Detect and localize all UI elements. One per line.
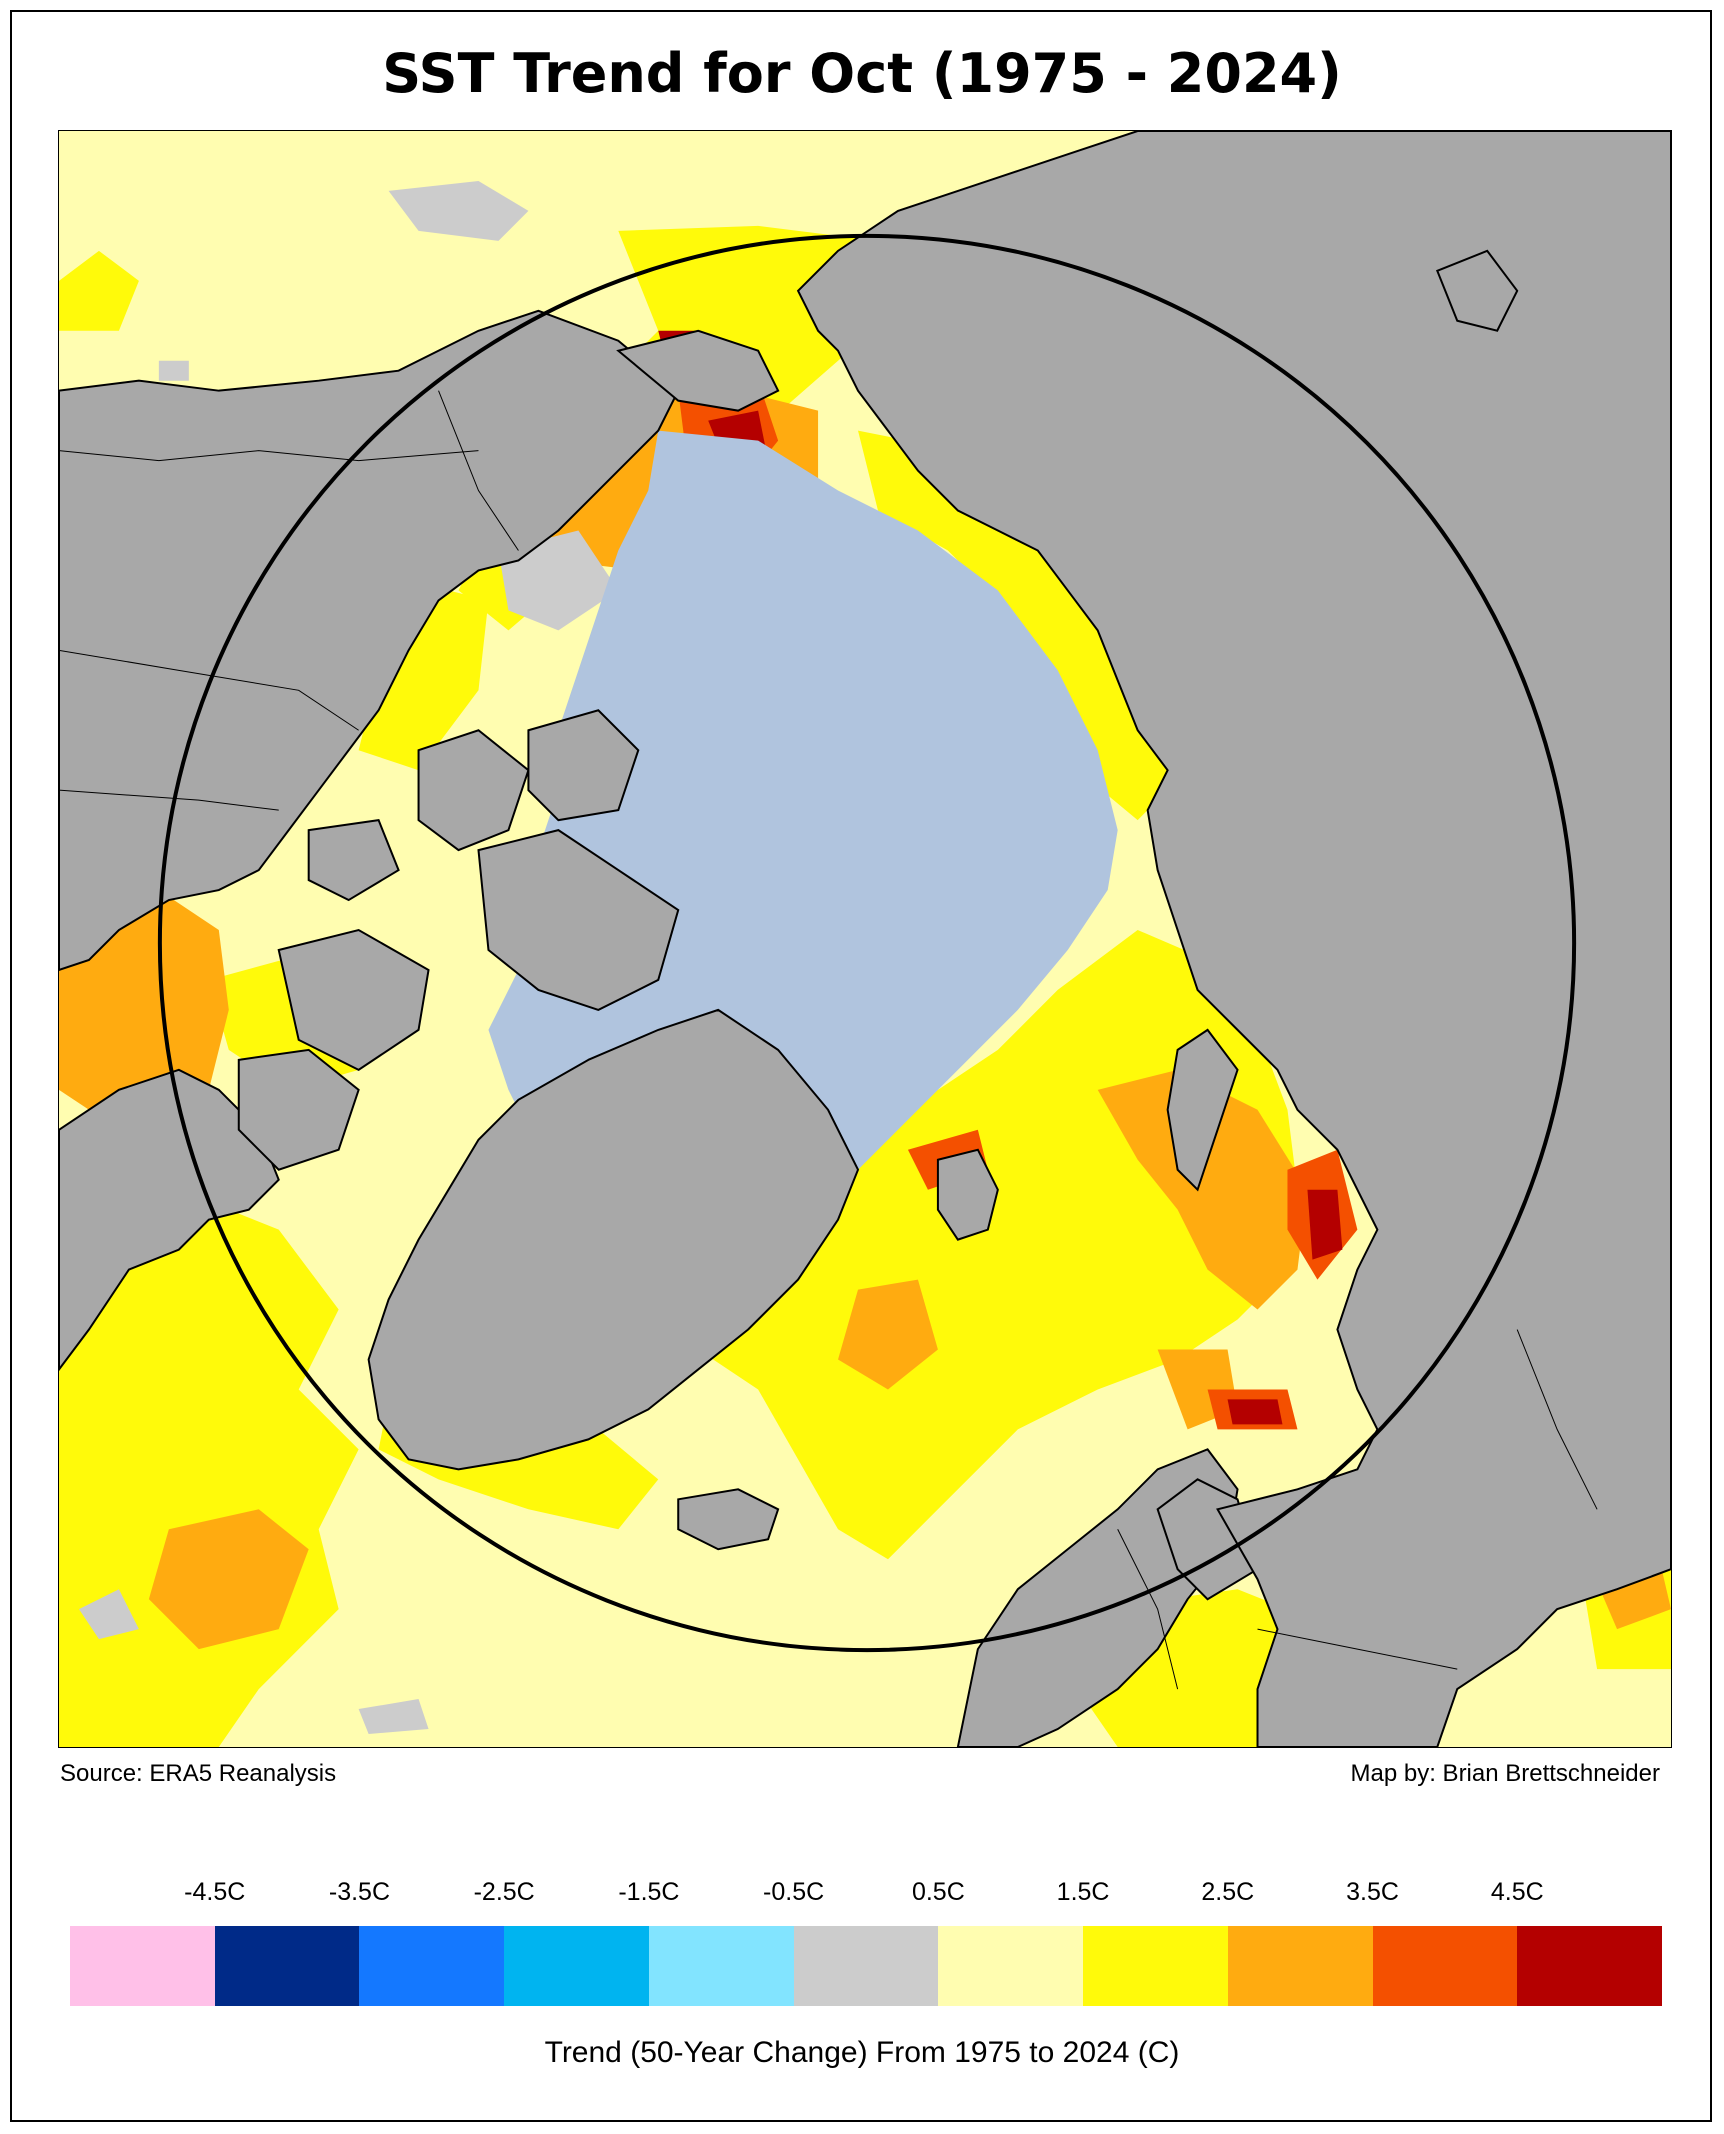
colorbar-tick-label: 3.5C — [1346, 1878, 1399, 1906]
colorbar-swatch — [214, 1926, 360, 2006]
colorbar-label: Trend (50-Year Change) From 1975 to 2024… — [544, 2036, 1180, 2069]
colorbar-swatch — [1517, 1926, 1663, 2006]
map-canvas — [59, 131, 1671, 1747]
colorbar-tick-label: -1.5C — [618, 1878, 680, 1906]
colorbar-swatch — [70, 1926, 215, 2006]
credit-text: Map by: Brian Brettschneider — [1350, 1760, 1660, 1787]
colorbar-tick-label: -4.5C — [184, 1878, 246, 1906]
colorbar-swatch — [359, 1926, 505, 2006]
colorbar-tick-label: 1.5C — [1056, 1878, 1110, 1906]
colorbar-tick-label: -0.5C — [763, 1878, 825, 1906]
colorbar — [70, 1926, 1663, 2006]
colorbar-swatch — [1227, 1926, 1373, 2006]
colorbar-swatch — [648, 1926, 794, 2006]
colorbar-swatch — [793, 1926, 939, 2006]
polar-map — [58, 130, 1672, 1748]
source-text: Source: ERA5 Reanalysis — [60, 1760, 337, 1787]
colorbar-ticks: -4.5C -3.5C -2.5C -1.5C -0.5C 0.5C 1.5C 2.5C 3.5… — [70, 1878, 1662, 1912]
colorbar-tick-label: 4.5C — [1490, 1878, 1544, 1906]
colorbar-tick-label: -3.5C — [328, 1878, 391, 1906]
colorbar-tick-label: -2.5C — [473, 1878, 535, 1906]
colorbar-swatch — [1083, 1926, 1228, 2006]
arctic-circle — [157, 233, 1577, 1653]
colorbar-swatch — [938, 1926, 1084, 2006]
land — [59, 131, 1671, 1747]
colorbar-tick-label: 2.5C — [1201, 1878, 1255, 1906]
colorbar-tick-label: 0.5C — [911, 1878, 965, 1906]
political-borders — [59, 390, 1598, 1690]
colorbar-swatch — [504, 1926, 649, 2006]
colorbar-swatch — [1372, 1926, 1518, 2006]
map-title: SST Trend for Oct (1975 - 2024) — [382, 42, 1342, 105]
